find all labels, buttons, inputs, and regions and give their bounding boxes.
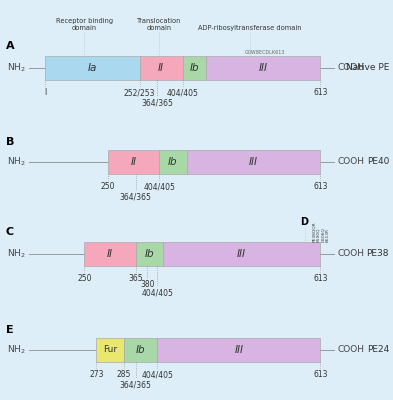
Text: NH$_2$: NH$_2$: [7, 344, 26, 356]
Text: 404/405: 404/405: [141, 288, 173, 298]
Text: COOH: COOH: [338, 250, 365, 258]
Text: E: E: [6, 325, 13, 335]
Text: 365: 365: [128, 274, 143, 283]
Text: COOH: COOH: [338, 64, 365, 72]
Text: NH$_2$: NH$_2$: [7, 156, 26, 168]
Text: COOH: COOH: [338, 346, 365, 354]
FancyBboxPatch shape: [108, 150, 159, 174]
Text: 273: 273: [89, 370, 103, 379]
Text: II: II: [158, 63, 164, 73]
FancyBboxPatch shape: [136, 242, 163, 266]
Text: ADP-ribosyltransferase domain: ADP-ribosyltransferase domain: [198, 25, 301, 31]
Text: PE24: PE24: [367, 346, 389, 354]
Text: Fur: Fur: [103, 346, 117, 354]
Text: Ib: Ib: [190, 63, 199, 73]
Text: A: A: [6, 41, 15, 51]
FancyBboxPatch shape: [187, 150, 320, 174]
Text: Ib: Ib: [136, 345, 145, 355]
FancyBboxPatch shape: [84, 242, 136, 266]
Text: NH$_2$: NH$_2$: [7, 62, 26, 74]
FancyBboxPatch shape: [163, 242, 320, 266]
FancyBboxPatch shape: [45, 56, 140, 80]
Text: 285: 285: [117, 370, 131, 379]
FancyBboxPatch shape: [206, 56, 320, 80]
Text: 380: 380: [140, 280, 154, 288]
Text: NH$_2$: NH$_2$: [7, 248, 26, 260]
Text: 364/365: 364/365: [141, 98, 173, 107]
FancyBboxPatch shape: [140, 56, 183, 80]
Text: C: C: [6, 227, 14, 237]
Text: 404/405: 404/405: [143, 182, 175, 192]
Text: PE38: PE38: [367, 250, 389, 258]
Text: PE40: PE40: [367, 158, 389, 166]
FancyBboxPatch shape: [124, 338, 157, 362]
Text: 613: 613: [313, 88, 327, 98]
Text: 613: 613: [313, 182, 327, 192]
Text: II: II: [107, 249, 113, 259]
Text: 252/253: 252/253: [124, 88, 155, 98]
Text: II: II: [130, 157, 137, 167]
Text: 613: 613: [313, 274, 327, 283]
Text: 404/405: 404/405: [167, 88, 199, 98]
Text: B: B: [6, 137, 14, 147]
Text: 250: 250: [101, 182, 115, 192]
Text: III: III: [237, 249, 246, 259]
Text: Ib: Ib: [145, 249, 154, 259]
Text: III: III: [234, 345, 243, 355]
Text: 364/365: 364/365: [119, 192, 152, 201]
FancyBboxPatch shape: [183, 56, 206, 80]
Text: III: III: [259, 63, 268, 73]
Text: Native PE: Native PE: [346, 64, 389, 72]
Text: Translocation
domain: Translocation domain: [137, 18, 181, 31]
Text: Ib: Ib: [168, 157, 178, 167]
Text: 404/405: 404/405: [141, 370, 173, 379]
Text: G0W8ECDLK613: G0W8ECDLK613: [245, 50, 286, 55]
Text: Ia: Ia: [88, 63, 97, 73]
Text: Receptor binding
domain: Receptor binding domain: [56, 18, 113, 31]
Text: 613: 613: [313, 370, 327, 379]
Text: COOH: COOH: [338, 158, 365, 166]
FancyBboxPatch shape: [96, 338, 124, 362]
Text: PE38QQR
K590Q
D606Q
K613R: PE38QQR K590Q D606Q K613R: [312, 221, 329, 242]
Text: D: D: [301, 217, 309, 227]
Text: III: III: [249, 157, 258, 167]
Text: I: I: [44, 88, 46, 98]
Text: 364/365: 364/365: [119, 380, 152, 389]
FancyBboxPatch shape: [159, 150, 187, 174]
Text: 250: 250: [77, 274, 92, 283]
FancyBboxPatch shape: [157, 338, 320, 362]
